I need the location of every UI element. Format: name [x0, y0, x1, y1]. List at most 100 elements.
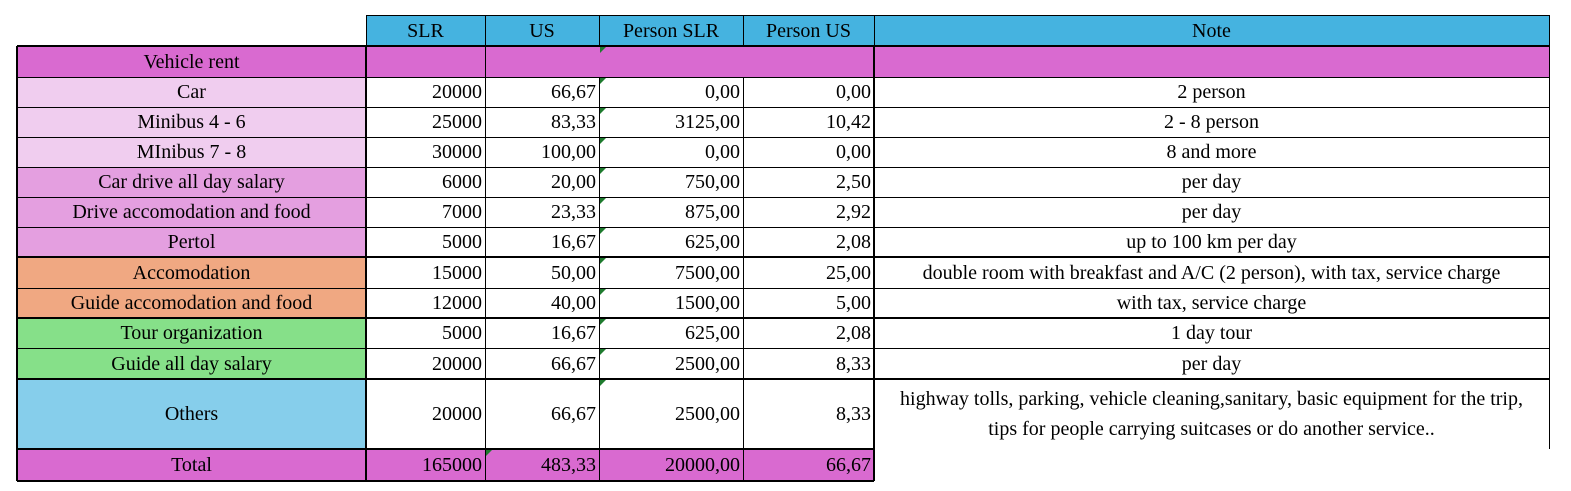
row-value-pslr[interactable]: 3125,00 — [599, 107, 743, 137]
total-value-pslr[interactable]: 20000,00 — [599, 449, 743, 481]
comment-indicator-icon — [600, 349, 606, 355]
row-value-slr[interactable]: 20000 — [366, 379, 485, 449]
row-note[interactable]: highway tolls, parking, vehicle cleaning… — [874, 379, 1549, 449]
grid-line — [17, 137, 1549, 138]
total-value-pus[interactable]: 66,67 — [743, 449, 874, 481]
row-value-pus[interactable]: 5,00 — [743, 288, 874, 318]
row-label[interactable]: MInibus 7 - 8 — [17, 137, 366, 167]
grid-line — [1549, 15, 1550, 46]
row-label[interactable]: Car drive all day salary — [17, 167, 366, 197]
comment-indicator-icon — [600, 168, 606, 174]
row-value-pslr[interactable]: 625,00 — [599, 318, 743, 348]
row-label[interactable]: Drive accomodation and food — [17, 197, 366, 227]
row-note[interactable]: up to 100 km per day — [874, 227, 1549, 257]
comment-indicator-icon — [600, 258, 606, 264]
row-value-pslr[interactable]: 0,00 — [599, 137, 743, 167]
grid-line — [17, 197, 1549, 198]
row-value-pus[interactable]: 2,08 — [743, 227, 874, 257]
row-value-us[interactable]: 16,67 — [485, 318, 599, 348]
header-us[interactable]: US — [485, 15, 599, 46]
row-note[interactable]: 8 and more — [874, 137, 1549, 167]
grid-line — [599, 77, 600, 481]
row-value-slr[interactable]: 7000 — [366, 197, 485, 227]
grid-line — [17, 317, 1549, 319]
row-label[interactable]: Others — [17, 379, 366, 449]
row-value-pslr[interactable]: 625,00 — [599, 227, 743, 257]
section-fill[interactable] — [366, 46, 874, 77]
row-value-us[interactable]: 23,33 — [485, 197, 599, 227]
row-value-pus[interactable]: 10,42 — [743, 107, 874, 137]
row-value-us[interactable]: 50,00 — [485, 257, 599, 288]
comment-indicator-icon — [600, 380, 606, 386]
row-value-us[interactable]: 16,67 — [485, 227, 599, 257]
grid-line — [873, 46, 875, 481]
row-note[interactable]: 1 day tour — [874, 318, 1549, 348]
row-label[interactable]: Guide accomodation and food — [17, 288, 366, 318]
grid-line — [485, 46, 486, 77]
row-note[interactable]: 2 - 8 person — [874, 107, 1549, 137]
row-note[interactable]: per day — [874, 167, 1549, 197]
grid-line — [16, 46, 18, 481]
row-label[interactable]: Car — [17, 77, 366, 107]
row-value-us[interactable]: 40,00 — [485, 288, 599, 318]
row-value-us[interactable]: 66,67 — [485, 379, 599, 449]
row-value-us[interactable]: 20,00 — [485, 167, 599, 197]
row-value-pslr[interactable]: 7500,00 — [599, 257, 743, 288]
row-note[interactable]: with tax, service charge — [874, 288, 1549, 318]
row-value-us[interactable]: 100,00 — [485, 137, 599, 167]
row-note[interactable]: per day — [874, 197, 1549, 227]
row-value-pslr[interactable]: 1500,00 — [599, 288, 743, 318]
header-note[interactable]: Note — [874, 15, 1549, 46]
row-value-pslr[interactable]: 0,00 — [599, 77, 743, 107]
row-label[interactable]: Pertol — [17, 227, 366, 257]
row-note[interactable]: 2 person — [874, 77, 1549, 107]
row-value-pus[interactable]: 8,33 — [743, 348, 874, 379]
row-label[interactable]: Minibus 4 - 6 — [17, 107, 366, 137]
total-label[interactable]: Total — [17, 449, 366, 481]
row-value-pslr[interactable]: 2500,00 — [599, 379, 743, 449]
row-value-us[interactable]: 66,67 — [485, 348, 599, 379]
row-value-pus[interactable]: 25,00 — [743, 257, 874, 288]
row-value-slr[interactable]: 30000 — [366, 137, 485, 167]
comment-indicator-icon — [600, 198, 606, 204]
row-label[interactable]: Tour organization — [17, 318, 366, 348]
row-value-slr[interactable]: 20000 — [366, 77, 485, 107]
row-value-pslr[interactable]: 2500,00 — [599, 348, 743, 379]
row-value-slr[interactable]: 6000 — [366, 167, 485, 197]
grid-line — [17, 167, 1549, 168]
header-slr[interactable]: SLR — [366, 15, 485, 46]
row-value-slr[interactable]: 5000 — [366, 318, 485, 348]
row-value-pus[interactable]: 2,92 — [743, 197, 874, 227]
row-value-slr[interactable]: 20000 — [366, 348, 485, 379]
grid-line — [17, 256, 1549, 258]
row-value-slr[interactable]: 12000 — [366, 288, 485, 318]
row-label[interactable]: Guide all day salary — [17, 348, 366, 379]
total-value-us[interactable]: 483,33 — [485, 449, 599, 481]
row-value-pus[interactable]: 0,00 — [743, 77, 874, 107]
row-value-us[interactable]: 83,33 — [485, 107, 599, 137]
grid-line — [17, 77, 1549, 78]
row-value-us[interactable]: 66,67 — [485, 77, 599, 107]
row-value-pus[interactable]: 2,50 — [743, 167, 874, 197]
section-label[interactable]: Vehicle rent — [17, 46, 366, 77]
comment-indicator-icon — [600, 228, 606, 234]
header-person-us[interactable]: Person US — [743, 15, 874, 46]
row-value-pus[interactable]: 0,00 — [743, 137, 874, 167]
row-label[interactable]: Accomodation — [17, 257, 366, 288]
row-value-slr[interactable]: 25000 — [366, 107, 485, 137]
row-note[interactable]: double room with breakfast and A/C (2 pe… — [874, 257, 1549, 288]
row-value-slr[interactable]: 15000 — [366, 257, 485, 288]
row-value-pus[interactable]: 2,08 — [743, 318, 874, 348]
grid-line — [17, 378, 1549, 380]
row-value-pslr[interactable]: 875,00 — [599, 197, 743, 227]
row-note[interactable]: per day — [874, 348, 1549, 379]
section-note-fill[interactable] — [874, 46, 1549, 77]
row-value-pus[interactable]: 8,33 — [743, 379, 874, 449]
total-value-slr[interactable]: 165000 — [366, 449, 485, 481]
row-value-pslr[interactable]: 750,00 — [599, 167, 743, 197]
grid-line — [599, 15, 600, 46]
row-value-slr[interactable]: 5000 — [366, 227, 485, 257]
grid-line — [485, 77, 486, 481]
comment-indicator-icon — [600, 47, 606, 53]
header-person-slr[interactable]: Person SLR — [599, 15, 743, 46]
